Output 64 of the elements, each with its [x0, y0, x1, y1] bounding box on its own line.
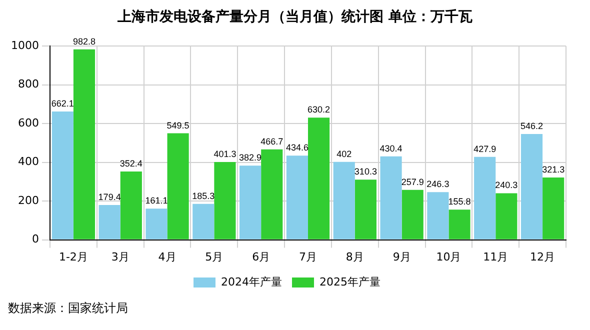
- data-label: 161.1: [145, 196, 168, 206]
- bar: [192, 204, 214, 240]
- data-label: 549.5: [166, 120, 190, 130]
- legend-label: 2025年产量: [320, 275, 380, 288]
- bar: [146, 208, 168, 240]
- bar: [308, 118, 330, 240]
- data-label: 434.6: [286, 142, 308, 153]
- data-label: 466.7: [260, 136, 284, 146]
- data-label: 352.4: [120, 158, 142, 168]
- bar: [214, 162, 236, 240]
- data-label: 982.8: [72, 36, 96, 46]
- x-tick-label: 5月: [205, 250, 224, 264]
- bar: [261, 149, 283, 240]
- x-tick-label: 8月: [346, 250, 364, 264]
- data-label: 257.9: [401, 176, 424, 187]
- y-tick-label: 1000: [10, 38, 39, 52]
- data-label: 321.3: [542, 164, 565, 175]
- bar: [474, 156, 496, 240]
- bar: [98, 205, 120, 240]
- bar: [427, 192, 449, 240]
- data-label: 630.2: [308, 104, 330, 115]
- y-tick-label: 0: [32, 232, 39, 246]
- data-label: 246.3: [426, 179, 450, 190]
- y-tick-label: 800: [18, 78, 39, 91]
- x-tick-label: 9月: [392, 250, 411, 264]
- data-label: 402: [336, 148, 352, 159]
- data-label: 240.3: [495, 180, 518, 190]
- bar: [286, 156, 308, 240]
- y-tick-label: 400: [18, 155, 39, 168]
- data-label: 382.9: [239, 152, 262, 163]
- x-tick-label: 10月: [436, 250, 462, 264]
- x-tick-label: 1-2月: [58, 250, 88, 264]
- bar: [354, 180, 376, 240]
- x-tick-label: 11月: [483, 250, 508, 264]
- x-tick-label: 12月: [530, 250, 556, 264]
- bar: [120, 172, 142, 240]
- source-note: 数据来源：国家统计局: [8, 300, 129, 317]
- bar: [333, 162, 355, 240]
- data-label: 185.3: [192, 190, 215, 201]
- bar: [496, 193, 518, 240]
- bar: [167, 133, 189, 240]
- bar: [73, 49, 96, 240]
- data-label: 662.1: [51, 98, 74, 108]
- data-label: 155.8: [448, 196, 471, 207]
- bar: [240, 166, 262, 240]
- data-label: 401.3: [214, 149, 236, 160]
- chart-title: 上海市发电设备产量分月（当月值）统计图 单位：万千瓦: [116, 8, 474, 26]
- data-label: 430.4: [380, 143, 402, 154]
- bar: [542, 178, 564, 240]
- data-label: 546.2: [520, 120, 544, 131]
- x-tick-label: 3月: [111, 250, 130, 264]
- bar: [380, 156, 402, 240]
- x-tick-label: 6月: [252, 250, 270, 264]
- y-tick-label: 200: [18, 194, 39, 207]
- bar: [402, 190, 424, 240]
- data-label: 310.3: [354, 166, 377, 177]
- data-label: 427.9: [474, 144, 496, 154]
- x-tick-label: 4月: [158, 250, 176, 264]
- legend-label: 2024年产量: [221, 275, 282, 288]
- x-tick-label: 7月: [298, 250, 317, 264]
- bar: [520, 134, 543, 240]
- y-tick-label: 600: [18, 116, 39, 130]
- bar: [52, 111, 74, 240]
- bar: [448, 210, 470, 240]
